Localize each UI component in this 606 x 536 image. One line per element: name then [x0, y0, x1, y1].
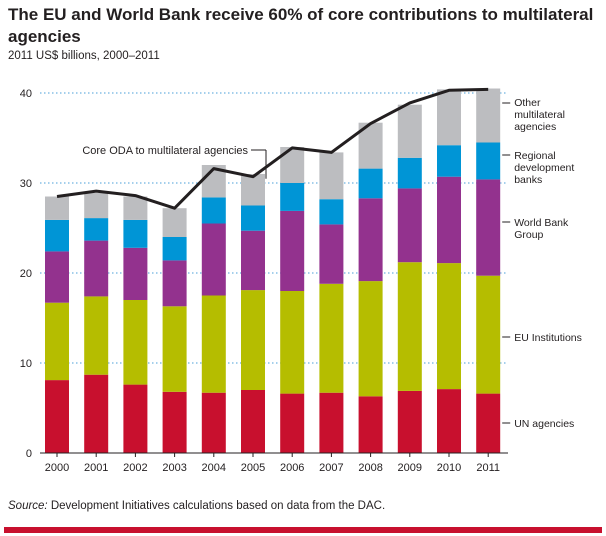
x-tick-label: 2001 [84, 462, 108, 474]
bar-segment [201, 392, 226, 453]
x-tick-label: 2007 [319, 462, 343, 474]
bar-segment [437, 389, 461, 453]
x-tick-label: 2008 [358, 462, 382, 474]
bar-segment [45, 196, 69, 220]
bar-segment [397, 157, 422, 189]
x-tick-label: 2010 [437, 462, 461, 474]
bar-segment [319, 392, 344, 453]
x-tick-label: 2011 [476, 462, 500, 474]
bar-segment [84, 218, 109, 241]
y-tick-label: 40 [20, 88, 32, 100]
series-label: World Bank Group [514, 217, 569, 241]
x-tick-label: 2004 [202, 462, 226, 474]
bar-segment [201, 223, 226, 296]
series-label: EU Institutions [514, 332, 582, 344]
bar-segment [319, 224, 344, 284]
bar-segment [476, 179, 501, 276]
x-tick-label: 2005 [241, 462, 265, 474]
chart-area: 0 10 20 30 40 2000 2001 2002 2003 2004 2005 2006 200… [20, 87, 582, 474]
bar-segment [45, 219, 69, 252]
bar-segment [84, 192, 109, 219]
bar-segment [397, 104, 422, 158]
bar-segment [358, 198, 383, 282]
x-tick-label: 2003 [162, 462, 186, 474]
y-tick-label: 10 [20, 358, 32, 370]
bar-segment [397, 390, 422, 453]
series-label: UN agencies [514, 418, 574, 430]
bar-segment [397, 262, 422, 391]
y-tick-label: 30 [20, 178, 32, 190]
bar-segment [162, 306, 187, 392]
bar-segment [123, 247, 148, 300]
bar-segment [84, 374, 109, 453]
bar-segment [280, 393, 305, 453]
bar-segment [162, 391, 187, 453]
bar-segment [476, 88, 501, 143]
bar-segment [162, 237, 187, 261]
bar-segment [201, 295, 226, 393]
bar-segment [476, 275, 501, 394]
bar-segment [319, 152, 344, 200]
bar-segment [241, 205, 265, 231]
x-tick-label: 2000 [45, 462, 69, 474]
bar-segment [123, 300, 148, 385]
bar-segment [437, 263, 461, 390]
bar-segment [84, 296, 109, 375]
bar-segment [123, 196, 148, 220]
bar-segment [280, 183, 305, 211]
bar-segment [162, 208, 187, 237]
y-tick-label: 0 [26, 448, 32, 460]
bar-segment [476, 393, 501, 453]
footer-bar [4, 527, 602, 533]
bar-segment [358, 396, 383, 453]
line-annotation: Core ODA to multilateral agencies [82, 145, 248, 157]
series-line-core-oda [56, 87, 489, 210]
source-label: Source: [8, 500, 48, 512]
source-note: Source: Development Initiatives calculat… [8, 500, 385, 512]
bar-segment [123, 384, 148, 453]
bar-segment [241, 230, 265, 291]
series-label: Other multilateral agencies [514, 97, 565, 133]
x-tick-label: 2006 [280, 462, 304, 474]
bar-segment [280, 291, 305, 394]
chart-subtitle: 2011 US$ billions, 2000–2011 [8, 50, 160, 62]
bar-segment [437, 176, 461, 264]
source-text: Development Initiatives calculations bas… [47, 500, 386, 512]
bar-segment [319, 199, 344, 225]
bar-segment [123, 219, 148, 248]
y-tick-label: 20 [20, 268, 32, 280]
bar-segment [45, 251, 69, 303]
chart-title: The EU and World Bank receive 60% of cor… [8, 5, 594, 46]
bar-segment [201, 197, 226, 224]
series-label: Regional development banks [514, 150, 574, 186]
bar-segment [437, 89, 461, 146]
bar-segment [162, 260, 187, 307]
bar-segment [84, 240, 109, 297]
bar-segment [358, 168, 383, 199]
bar-segment [319, 283, 344, 393]
x-tick-label: 2002 [123, 462, 147, 474]
bar-segment [45, 380, 69, 453]
bar-segment [241, 290, 265, 390]
bar-segment [476, 142, 501, 180]
bar-segment [358, 281, 383, 397]
bar-segment [397, 188, 422, 263]
bar-segment [437, 145, 461, 177]
x-tick-label: 2009 [398, 462, 422, 474]
bar-segment [45, 302, 69, 381]
bar-segment [241, 174, 265, 206]
bar-segment [280, 210, 305, 291]
bar-segment [241, 390, 265, 453]
